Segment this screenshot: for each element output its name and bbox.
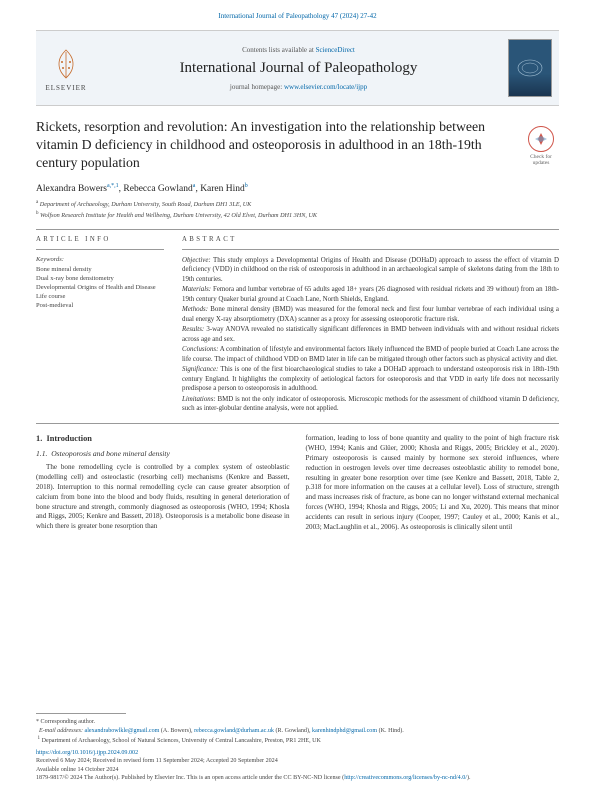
masthead-center: Contents lists available at ScienceDirec… xyxy=(96,31,501,105)
running-header: International Journal of Paleopathology … xyxy=(0,0,595,24)
body-col-right: formation, leading to loss of bone quant… xyxy=(306,434,560,533)
methods-lead: Methods: xyxy=(182,306,208,313)
received-line: Received 6 May 2024; Received in revised… xyxy=(36,757,559,765)
affil-text-b: Wolfson Research Institute for Health an… xyxy=(40,212,317,219)
affiliation-a: a Department of Archaeology, Durham Univ… xyxy=(36,200,559,209)
authors-line: Alexandra Bowersa,*,1, Rebecca Gowlanda,… xyxy=(36,183,559,194)
email-1-link[interactable]: alexandrabowlkle@gmail.com xyxy=(85,728,160,734)
materials-lead: Materials: xyxy=(182,286,211,293)
publisher-name: ELSEVIER xyxy=(45,84,86,92)
abstract-column: ABSTRACT Objective: This study employs a… xyxy=(182,236,559,415)
abstract-body: Objective: This study employs a Developm… xyxy=(182,256,559,414)
email-addresses-line: E-mail addresses: alexandrabowlkle@gmail… xyxy=(36,727,559,735)
limitations-lead: Limitations: xyxy=(182,396,216,403)
citation-link[interactable]: International Journal of Paleopathology … xyxy=(218,12,376,20)
corresponding-author-note: * * Corresponding author.Corresponding a… xyxy=(36,718,559,726)
abstract-divider xyxy=(182,249,559,250)
author-3-sup: b xyxy=(245,183,248,189)
contents-line: Contents lists available at ScienceDirec… xyxy=(242,46,355,54)
homepage-link[interactable]: www.elsevier.com/locate/ijpp xyxy=(284,83,367,91)
body-text-left: The bone remodelling cycle is controlled… xyxy=(36,463,290,532)
footnote-1: 1 Department of Archaeology, School of N… xyxy=(36,735,559,745)
email-1-name: (A. Bowers), xyxy=(159,728,194,734)
email-2-name: (R. Gowland), xyxy=(274,728,312,734)
body-columns: 1. Introduction 1.1. Osteoporosis and bo… xyxy=(36,434,559,533)
affil-sup-b: b xyxy=(36,211,39,216)
results-lead: Results: xyxy=(182,326,204,333)
email-label: E-mail addresses: xyxy=(39,728,84,734)
abstract-heading: ABSTRACT xyxy=(182,236,559,243)
section-1-heading: 1. Introduction xyxy=(36,434,290,443)
divider-2 xyxy=(36,423,559,424)
masthead: ELSEVIER Contents lists available at Sci… xyxy=(36,30,559,106)
subsection-1-1-heading: 1.1. Osteoporosis and bone mineral densi… xyxy=(36,449,290,458)
author-2: Rebecca Gowland xyxy=(123,184,192,194)
significance-lead: Significance: xyxy=(182,366,218,373)
copyright-close: ). xyxy=(467,775,471,781)
body-text-right: formation, leading to loss of bone quant… xyxy=(306,434,560,533)
check-updates-badge[interactable]: Check for updates xyxy=(523,118,559,166)
author-3: Karen Hind xyxy=(200,184,245,194)
objective-text: This study employs a Developmental Origi… xyxy=(182,257,559,283)
sciencedirect-link[interactable]: ScienceDirect xyxy=(316,46,355,54)
copyright-line: 1879-9817/© 2024 The Author(s). Publishe… xyxy=(36,774,559,782)
affiliation-b: b Wolfson Research Institute for Health … xyxy=(36,211,559,220)
journal-cover-block xyxy=(501,31,559,105)
keywords-list: Bone mineral density Dual x-ray bone den… xyxy=(36,265,164,311)
cc-license-link[interactable]: http://creativecommons.org/licenses/by-n… xyxy=(344,775,467,781)
body-col-left: 1. Introduction 1.1. Osteoporosis and bo… xyxy=(36,434,290,533)
conclusions-lead: Conclusions: xyxy=(182,346,218,353)
copyright-text: 1879-9817/© 2024 The Author(s). Publishe… xyxy=(36,775,344,781)
methods-text: Bone mineral density (BMD) was measured … xyxy=(182,306,559,323)
elsevier-tree-icon xyxy=(49,44,83,82)
homepage-prefix: journal homepage: xyxy=(230,83,284,91)
email-3-link[interactable]: karenhindphd@gmail.com xyxy=(312,728,377,734)
objective-lead: Objective: xyxy=(182,257,211,264)
journal-homepage-line: journal homepage: www.elsevier.com/locat… xyxy=(230,83,367,91)
limitations-text: BMD is not the only indicator of osteopo… xyxy=(182,396,559,413)
article-info-column: ARTICLE INFO Keywords: Bone mineral dens… xyxy=(36,236,164,415)
significance-text: This is one of the first bioarchaeologic… xyxy=(182,366,559,392)
journal-name: International Journal of Paleopathology xyxy=(180,60,418,77)
updates-label: Check for updates xyxy=(523,154,559,166)
article-info-heading: ARTICLE INFO xyxy=(36,236,164,243)
keywords-heading: Keywords: xyxy=(36,256,164,263)
author-1-sup: a,*,1 xyxy=(107,183,119,189)
article-title: Rickets, resorption and revolution: An i… xyxy=(36,118,511,173)
email-3-name: (K. Hind). xyxy=(377,728,404,734)
updates-icon xyxy=(534,132,548,146)
contents-prefix: Contents lists available at xyxy=(242,46,316,54)
footer-short-rule xyxy=(36,713,126,714)
affil-sup-a: a xyxy=(36,200,38,205)
publisher-logo-block: ELSEVIER xyxy=(36,31,96,105)
info-divider xyxy=(36,249,164,250)
journal-cover-icon xyxy=(508,39,552,97)
results-text: 3-way ANOVA revealed no statistically si… xyxy=(182,326,559,343)
author-1: Alexandra Bowers xyxy=(36,184,107,194)
footer: * * Corresponding author.Corresponding a… xyxy=(36,713,559,782)
conclusions-text: A combination of lifestyle and environme… xyxy=(182,346,559,363)
author-2-sup: a xyxy=(193,183,196,189)
divider xyxy=(36,229,559,230)
online-line: Available online 14 October 2024 xyxy=(36,766,559,774)
email-2-link[interactable]: rebecca.gowland@durham.ac.uk xyxy=(194,728,274,734)
affil-text-a: Department of Archaeology, Durham Univer… xyxy=(40,201,252,208)
doi-link[interactable]: https://doi.org/10.1016/j.ijpp.2024.09.0… xyxy=(36,750,138,756)
materials-text: Femora and lumbar vertebrae of 65 adults… xyxy=(182,286,559,303)
